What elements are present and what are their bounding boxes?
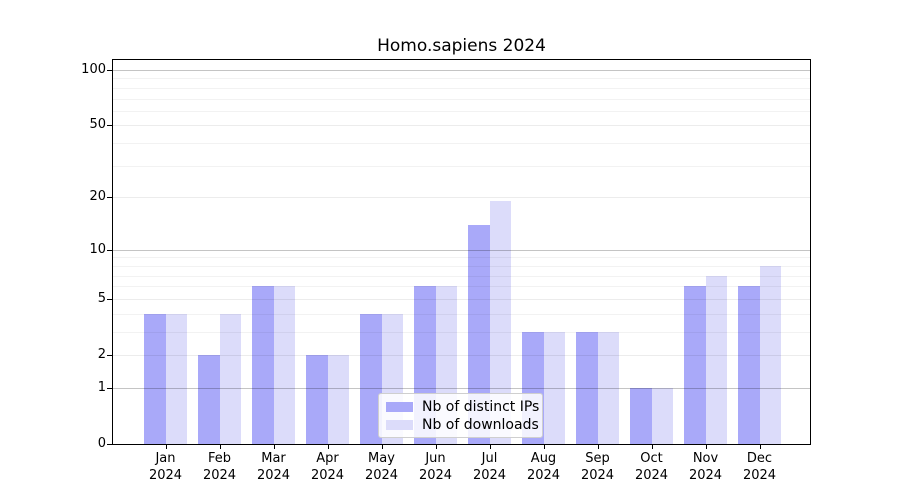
minor-gridline-30 [113, 165, 810, 167]
y-tick-mark-5 [107, 298, 112, 300]
bar-downloads-aug-2024 [543, 331, 565, 444]
y-tick-mark-1 [107, 387, 112, 389]
x-tick-mark-apr-2024 [327, 444, 329, 449]
x-tick-label-jun-2024: Jun 2024 [418, 451, 453, 483]
bar-ips-dec-2024 [738, 286, 760, 444]
gridline-1 [113, 387, 810, 389]
minor-gridline-8 [113, 265, 810, 267]
gridline-2 [113, 355, 810, 356]
bar-ips-sep-2024 [576, 331, 598, 444]
gridline-20 [113, 197, 810, 199]
x-tick-mark-jul-2024 [489, 444, 491, 449]
y-tick-label-50: 50 [89, 117, 106, 133]
x-tick-label-apr-2024: Apr 2024 [310, 451, 345, 483]
bar-downloads-jan-2024 [165, 313, 187, 444]
bar-downloads-sep-2024 [597, 331, 619, 444]
bar-ips-feb-2024 [198, 355, 220, 444]
bar-ips-jan-2024 [144, 313, 166, 444]
x-tick-mark-may-2024 [381, 444, 383, 449]
y-tick-label-0: 0 [97, 436, 106, 451]
minor-gridline-70 [113, 98, 810, 100]
gridline-10 [113, 249, 810, 251]
y-tick-label-20: 20 [89, 189, 106, 205]
minor-gridline-9 [113, 257, 810, 259]
bar-downloads-jul-2024 [489, 201, 511, 444]
y-tick-mark-0 [107, 444, 112, 445]
bar-downloads-dec-2024 [759, 265, 781, 444]
y-tick-mark-100 [107, 70, 112, 71]
bar-downloads-feb-2024 [219, 313, 241, 444]
x-tick-label-oct-2024: Oct 2024 [634, 451, 669, 483]
bar-ips-oct-2024 [630, 387, 652, 444]
minor-gridline-40 [113, 143, 810, 145]
bar-ips-mar-2024 [252, 286, 274, 444]
x-tick-mark-oct-2024 [651, 444, 653, 449]
x-tick-label-jul-2024: Jul 2024 [472, 451, 507, 483]
x-tick-label-aug-2024: Aug 2024 [526, 451, 561, 483]
x-tick-label-sep-2024: Sep 2024 [580, 451, 615, 483]
x-tick-mark-sep-2024 [597, 444, 599, 449]
x-tick-mark-nov-2024 [705, 444, 707, 449]
y-tick-mark-2 [107, 355, 112, 356]
bar-ips-nov-2024 [684, 286, 706, 444]
x-tick-mark-aug-2024 [543, 444, 545, 449]
x-tick-mark-jan-2024 [165, 444, 167, 449]
gridline-100 [113, 70, 810, 71]
y-tick-label-2: 2 [97, 347, 106, 362]
x-tick-label-mar-2024: Mar 2024 [256, 451, 291, 483]
minor-gridline-90 [113, 78, 810, 80]
minor-gridline-3 [113, 331, 810, 333]
legend: Nb of distinct IPs Nb of downloads [378, 393, 543, 438]
x-tick-mark-mar-2024 [273, 444, 275, 449]
y-tick-label-5: 5 [97, 290, 106, 306]
x-tick-mark-jun-2024 [435, 444, 437, 449]
legend-item-downloads: Nb of downloads [386, 416, 539, 434]
gridline-5 [113, 298, 810, 300]
bar-ips-may-2024 [360, 313, 382, 444]
gridline-50 [113, 125, 810, 127]
chart-title: Homo.sapiens 2024 [377, 36, 546, 56]
x-tick-label-may-2024: May 2024 [364, 451, 399, 483]
legend-item-distinct-ips: Nb of distinct IPs [386, 398, 539, 416]
y-tick-mark-20 [107, 197, 112, 199]
x-tick-label-dec-2024: Dec 2024 [742, 451, 777, 483]
bar-ips-jul-2024 [468, 224, 490, 444]
bar-ips-apr-2024 [306, 355, 328, 444]
bar-downloads-oct-2024 [651, 387, 673, 444]
legend-label-distinct-ips: Nb of distinct IPs [422, 399, 540, 415]
minor-gridline-6 [113, 286, 810, 288]
y-tick-mark-50 [107, 125, 112, 127]
x-tick-mark-feb-2024 [219, 444, 221, 449]
x-tick-label-nov-2024: Nov 2024 [688, 451, 723, 483]
y-tick-label-1: 1 [97, 379, 106, 395]
bar-downloads-nov-2024 [705, 275, 727, 444]
plot-area [112, 59, 811, 445]
minor-gridline-80 [113, 87, 810, 89]
bar-downloads-mar-2024 [273, 286, 295, 444]
y-tick-label-10: 10 [89, 241, 106, 257]
y-tick-mark-10 [107, 249, 112, 251]
bar-downloads-apr-2024 [327, 355, 349, 444]
x-tick-mark-dec-2024 [759, 444, 761, 449]
x-tick-label-feb-2024: Feb 2024 [202, 451, 237, 483]
minor-gridline-60 [113, 110, 810, 112]
legend-swatch-downloads [386, 420, 413, 430]
y-tick-label-100: 100 [81, 62, 106, 77]
x-tick-label-jan-2024: Jan 2024 [148, 451, 183, 483]
legend-label-downloads: Nb of downloads [422, 417, 539, 433]
minor-gridline-7 [113, 275, 810, 277]
minor-gridline-4 [113, 313, 810, 315]
legend-swatch-distinct-ips [386, 402, 413, 412]
